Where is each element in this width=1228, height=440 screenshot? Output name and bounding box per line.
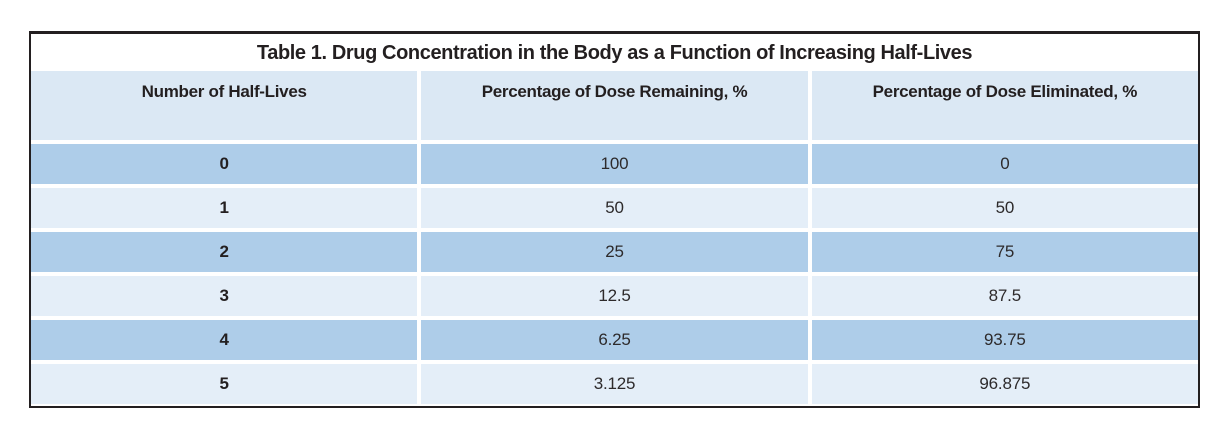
cell-dose-eliminated: 93.75	[811, 320, 1198, 360]
table-grid: Number of Half-Lives Percentage of Dose …	[31, 71, 1198, 404]
cell-half-lives: 1	[31, 188, 418, 228]
column-header-dose-eliminated: Percentage of Dose Eliminated, %	[811, 71, 1198, 140]
cell-half-lives: 2	[31, 232, 418, 272]
drug-concentration-table: Table 1. Drug Concentration in the Body …	[29, 31, 1200, 408]
cell-dose-eliminated: 50	[811, 188, 1198, 228]
cell-dose-remaining: 25	[421, 232, 808, 272]
table-title: Table 1. Drug Concentration in the Body …	[31, 34, 1198, 71]
cell-half-lives: 0	[31, 144, 418, 184]
cell-dose-eliminated: 96.875	[811, 364, 1198, 404]
column-header-dose-remaining: Percentage of Dose Remaining, %	[421, 71, 808, 140]
cell-dose-remaining: 100	[421, 144, 808, 184]
cell-half-lives: 4	[31, 320, 418, 360]
cell-dose-remaining: 12.5	[421, 276, 808, 316]
cell-dose-eliminated: 0	[811, 144, 1198, 184]
cell-dose-eliminated: 75	[811, 232, 1198, 272]
column-header-half-lives: Number of Half-Lives	[31, 71, 418, 140]
cell-dose-remaining: 3.125	[421, 364, 808, 404]
cell-dose-remaining: 50	[421, 188, 808, 228]
cell-half-lives: 5	[31, 364, 418, 404]
cell-dose-eliminated: 87.5	[811, 276, 1198, 316]
cell-dose-remaining: 6.25	[421, 320, 808, 360]
cell-half-lives: 3	[31, 276, 418, 316]
